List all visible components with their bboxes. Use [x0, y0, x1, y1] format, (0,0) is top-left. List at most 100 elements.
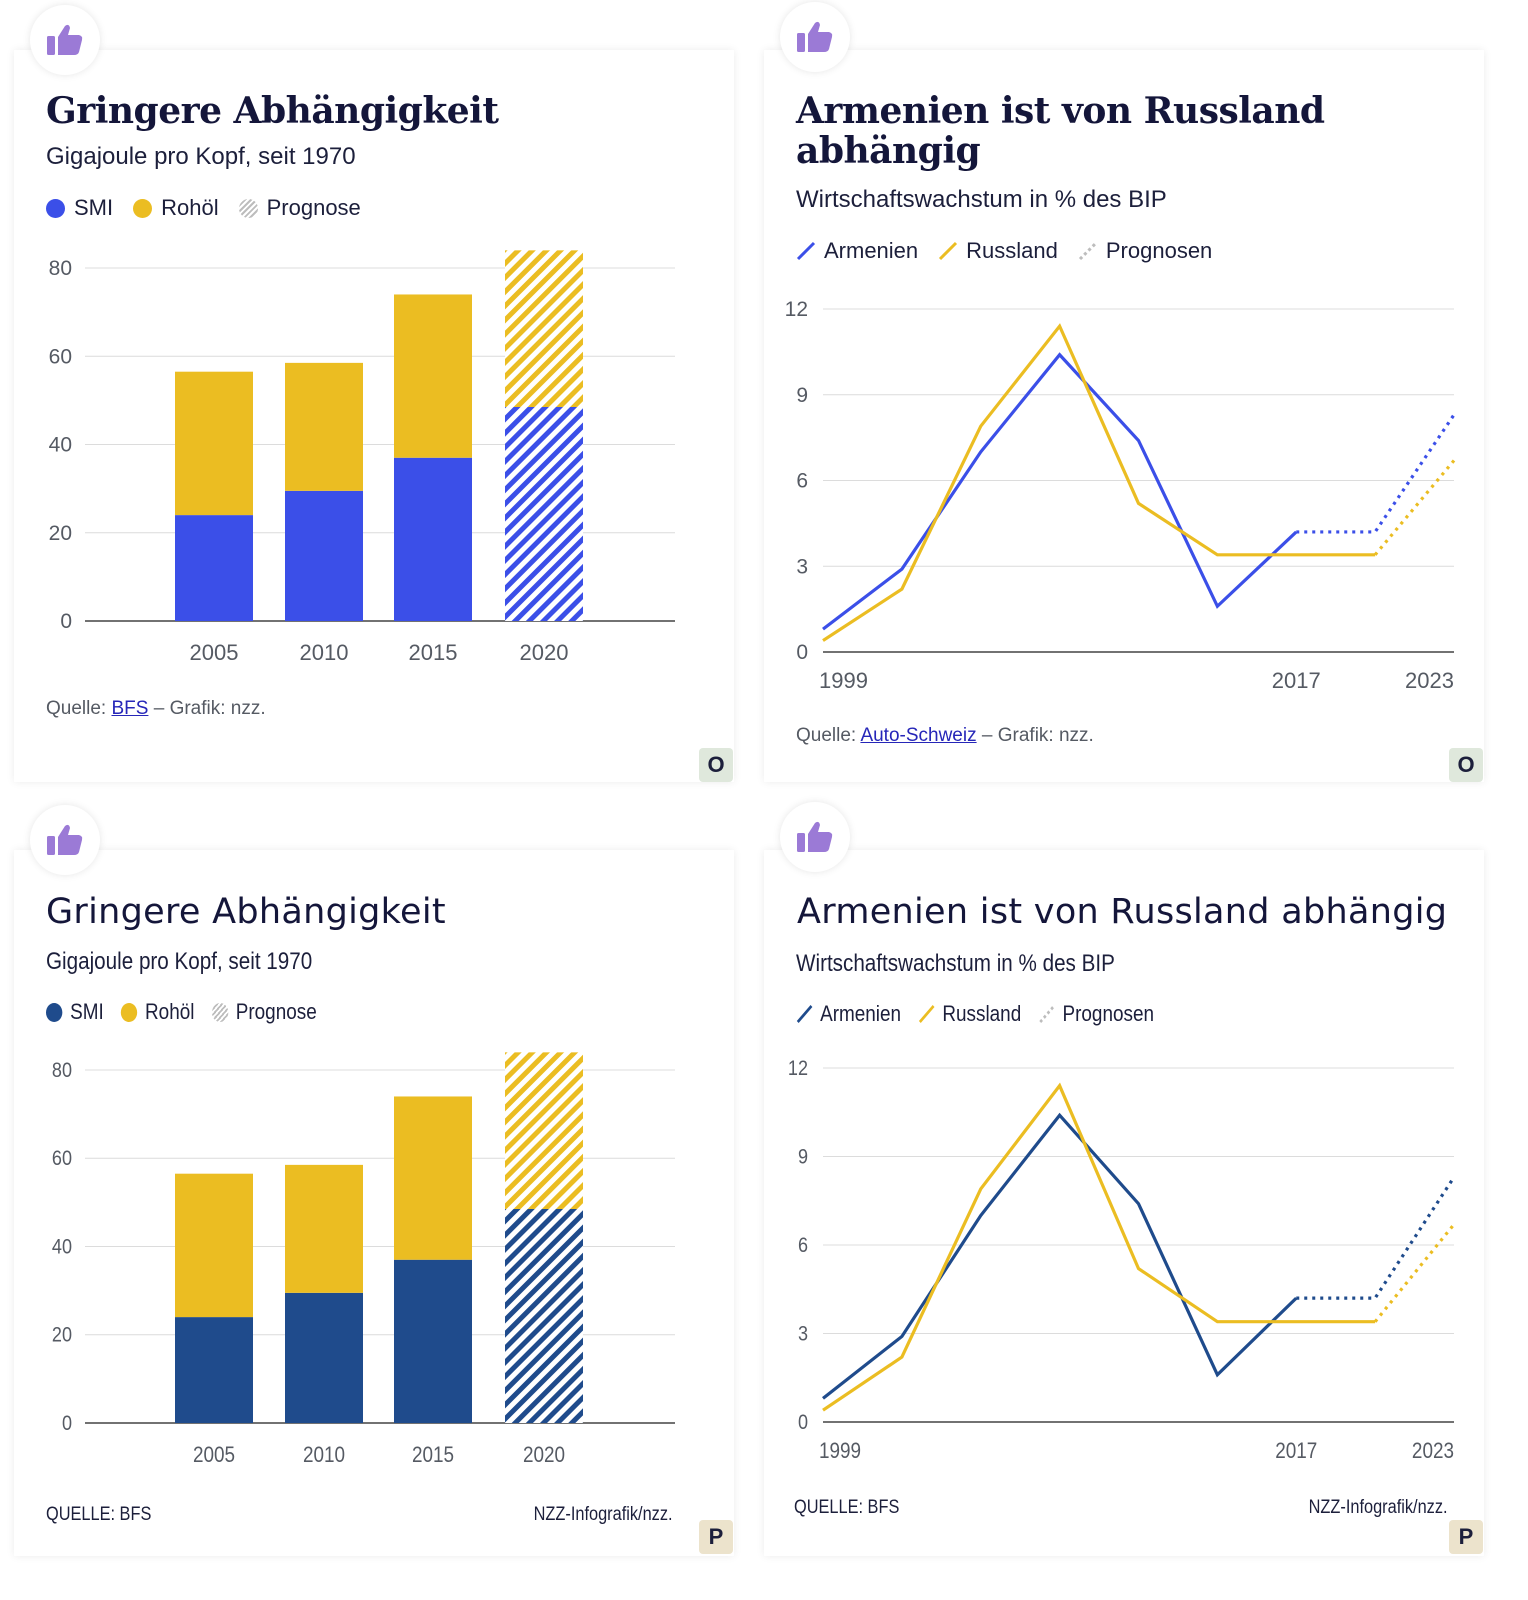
- prognose-swatch: [238, 198, 258, 218]
- y-tick-label: 3: [796, 555, 808, 578]
- x-tick-label: 2020: [523, 1443, 565, 1468]
- line-armenien: [822, 1112, 1298, 1400]
- chart-card-3: [14, 850, 734, 1556]
- bar-rohoel-2010: [285, 1164, 363, 1293]
- source-link-auto-schweiz[interactable]: Auto-Schweiz: [860, 725, 977, 746]
- bar-rohoel-2015: [394, 1096, 472, 1260]
- legend-item-smi: SMI: [46, 999, 104, 1025]
- legend-label: Rohöl: [161, 195, 219, 220]
- source-prefix: Quelle:: [796, 725, 857, 746]
- prognosen-swatch: [1039, 1004, 1055, 1024]
- legend-item-prognose: Prognose: [238, 195, 361, 221]
- legend-label: Prognose: [235, 999, 317, 1024]
- y-tick-label: 60: [52, 1147, 72, 1171]
- bar-smi-2005: [175, 515, 253, 621]
- corner-badge-1: O: [699, 748, 733, 782]
- line-armenien: [822, 352, 1298, 631]
- corner-badge-4: P: [1449, 1520, 1483, 1554]
- thumbs-up-icon: [47, 24, 83, 55]
- prognose-swatch: [211, 1002, 228, 1022]
- bar-rohoel-2020: [505, 1052, 583, 1209]
- legend-label: SMI: [74, 195, 114, 220]
- legend-label: Armenien: [820, 1001, 902, 1026]
- x-tick-label: 2005: [193, 1443, 235, 1468]
- corner-badge-3: P: [699, 1520, 733, 1554]
- y-tick-label: 9: [796, 384, 808, 407]
- y-tick-label: 60: [49, 345, 72, 368]
- panel3-subtitle: Gigajoule pro Kopf, seit 1970: [46, 948, 313, 975]
- thumbs-up-badge-1[interactable]: [30, 5, 100, 75]
- rohoel-swatch: [120, 1002, 138, 1022]
- panel2-title: Armenien ist von Russland abhängig: [796, 91, 1325, 172]
- prognosen-swatch: [1078, 241, 1097, 261]
- source-prefix: Quelle:: [46, 698, 107, 719]
- x-tick-label: 2015: [412, 1443, 454, 1468]
- source-suffix: – Grafik: nzz.: [981, 725, 1094, 746]
- y-tick-label: 0: [796, 641, 808, 664]
- thumbs-up-icon: [797, 821, 833, 852]
- x-tick-label: 2020: [520, 640, 569, 665]
- panel4-subtitle: Wirtschaftswachstum in % des BIP: [796, 950, 1115, 977]
- bar-rohoel-2020: [505, 250, 583, 407]
- y-tick-label: 40: [52, 1235, 72, 1259]
- y-tick-label: 0: [62, 1412, 72, 1436]
- line-russland: [822, 1082, 1376, 1412]
- legend-item-rohoel: Rohöl: [120, 999, 194, 1025]
- smi-swatch: [46, 1002, 63, 1022]
- legend-label: SMI: [70, 999, 104, 1024]
- panel4-title: Armenien ist von Russland abhängig: [797, 892, 1448, 932]
- bar-rohoel-2005: [175, 371, 253, 516]
- armenien-swatch: [796, 241, 816, 261]
- x-tick-label: 2023: [1405, 668, 1454, 693]
- panel2-source: Quelle: Auto-Schweiz – Grafik: nzz.: [796, 725, 1094, 747]
- russland-swatch: [919, 1004, 935, 1024]
- y-tick-label: 80: [52, 1059, 72, 1083]
- y-tick-label: 0: [60, 610, 72, 633]
- y-tick-label: 12: [785, 298, 808, 321]
- y-tick-label: 0: [798, 1411, 808, 1435]
- x-tick-label: 1999: [819, 668, 868, 693]
- y-tick-label: 12: [788, 1057, 808, 1081]
- rohoel-swatch: [133, 198, 153, 218]
- legend-label: Armenien: [824, 238, 919, 263]
- x-tick-label: 1999: [819, 1439, 861, 1464]
- bar-smi-2020: [505, 406, 583, 621]
- legend-item-prognose: Prognose: [211, 999, 317, 1025]
- bar-chart-1: 0 20 40 60 80 2005 2010 2015 2020: [49, 250, 675, 665]
- panel2-subtitle: Wirtschaftswachstum in % des BIP: [796, 186, 1167, 213]
- bar-rohoel-2015: [394, 294, 472, 458]
- panel4-credit: NZZ-Infografik/nzz.: [1309, 1497, 1448, 1518]
- source-link-bfs[interactable]: BFS: [111, 698, 149, 719]
- y-tick-label: 9: [798, 1145, 808, 1169]
- legend-item-prognosen: Prognosen: [1038, 1001, 1154, 1027]
- legend-item-armenien: Armenien: [796, 238, 918, 264]
- x-tick-label: 2017: [1272, 668, 1321, 693]
- panel1-legend: SMI Rohöl Prognose: [46, 195, 381, 221]
- x-tick-label: 2023: [1412, 1439, 1454, 1464]
- x-tick-label: 2010: [300, 640, 349, 665]
- thumbs-up-badge-2[interactable]: [780, 2, 850, 72]
- russland-swatch: [939, 241, 958, 261]
- legend-label: Prognose: [266, 195, 361, 220]
- legend-label: Prognosen: [1105, 238, 1213, 263]
- y-tick-label: 6: [796, 470, 808, 493]
- panel1-source: Quelle: BFS – Grafik: nzz.: [46, 698, 266, 720]
- legend-item-russland: Russland: [938, 238, 1058, 264]
- legend-item-rohoel: Rohöl: [133, 195, 219, 221]
- thumbs-up-badge-4[interactable]: [780, 802, 850, 872]
- line-armenien-forecast: [1296, 413, 1456, 534]
- thumbs-up-icon: [797, 21, 833, 52]
- thumbs-up-badge-3[interactable]: [30, 805, 100, 875]
- panel3-source: QUELLE: BFS: [46, 1504, 152, 1525]
- line-chart-4: 0 3 6 9 12 1999 2017 2023: [788, 1057, 1456, 1464]
- panel1-subtitle: Gigajoule pro Kopf, seit 1970: [46, 143, 356, 170]
- chart-card-4: [764, 850, 1484, 1556]
- panel2-title-line2: abhängig: [796, 129, 981, 172]
- legend-item-russland: Russland: [918, 1001, 1021, 1027]
- legend-item-prognosen: Prognosen: [1078, 238, 1212, 264]
- bar-smi-2020: [505, 1208, 583, 1423]
- panel3-title: Gringere Abhängigkeit: [46, 892, 446, 932]
- panel3-credit: NZZ-Infografik/nzz.: [534, 1504, 673, 1525]
- bar-chart-3: 0 20 40 60 80 2005 2010 2015 2020: [52, 1052, 675, 1468]
- thumbs-up-icon: [47, 824, 83, 855]
